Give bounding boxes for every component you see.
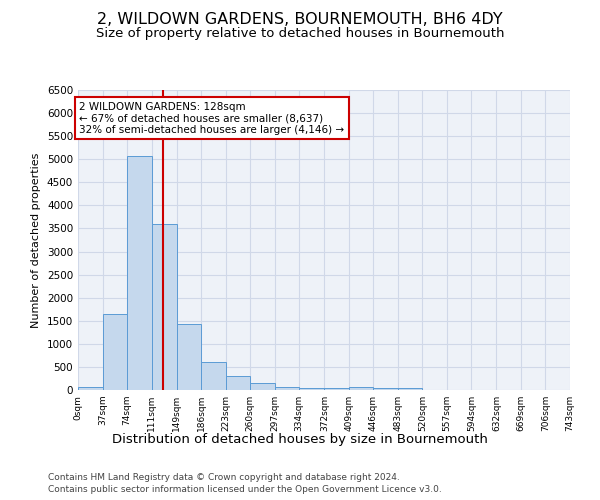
Text: 2, WILDOWN GARDENS, BOURNEMOUTH, BH6 4DY: 2, WILDOWN GARDENS, BOURNEMOUTH, BH6 4DY xyxy=(97,12,503,28)
Bar xyxy=(176,324,201,390)
Bar xyxy=(250,383,275,390)
Text: Contains HM Land Registry data © Crown copyright and database right 2024.: Contains HM Land Registry data © Crown c… xyxy=(48,472,400,482)
Bar xyxy=(127,156,152,390)
Bar xyxy=(78,386,103,390)
Bar xyxy=(226,376,250,390)
Bar xyxy=(398,388,422,390)
Bar xyxy=(299,388,325,390)
Y-axis label: Number of detached properties: Number of detached properties xyxy=(31,152,41,328)
Bar xyxy=(152,224,176,390)
Text: 2 WILDOWN GARDENS: 128sqm
← 67% of detached houses are smaller (8,637)
32% of se: 2 WILDOWN GARDENS: 128sqm ← 67% of detac… xyxy=(79,102,344,134)
Bar xyxy=(275,386,299,390)
Text: Distribution of detached houses by size in Bournemouth: Distribution of detached houses by size … xyxy=(112,432,488,446)
Bar xyxy=(373,388,398,390)
Bar xyxy=(325,388,349,390)
Text: Contains public sector information licensed under the Open Government Licence v3: Contains public sector information licen… xyxy=(48,485,442,494)
Bar xyxy=(201,362,226,390)
Bar xyxy=(103,314,127,390)
Text: Size of property relative to detached houses in Bournemouth: Size of property relative to detached ho… xyxy=(96,28,504,40)
Bar xyxy=(349,386,373,390)
